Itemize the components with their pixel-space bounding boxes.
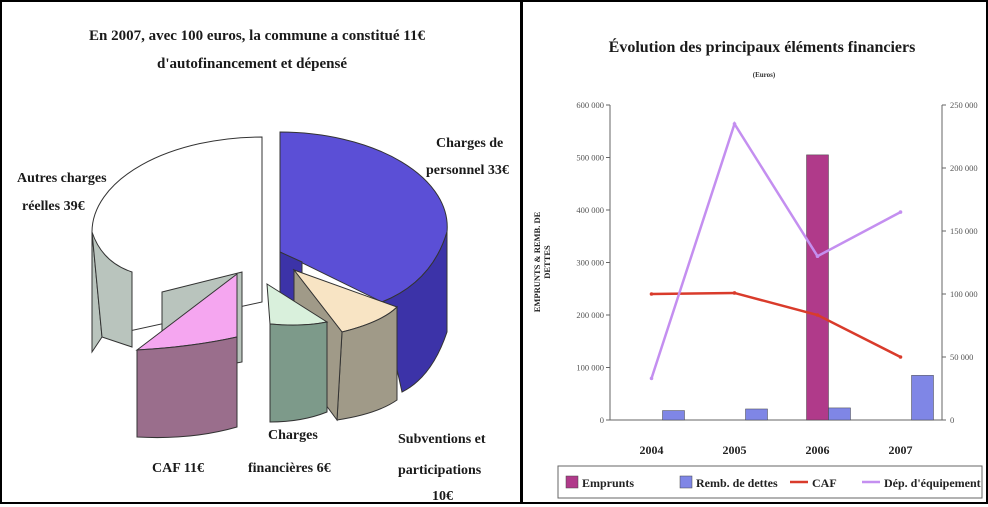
right-tick-label: 200 000: [950, 163, 978, 173]
point-caf-2007: [898, 355, 903, 359]
right-tick-label: 50 000: [950, 352, 973, 362]
point-caf-2005: [732, 291, 737, 295]
left-tick-label: 300 000: [576, 258, 604, 268]
line-d-p-d-quipement: [650, 120, 902, 379]
pie-label-personnel-2: personnel 33€: [426, 163, 509, 178]
point-caf-2004: [649, 292, 654, 296]
pie-slice-autres-side: [91, 231, 133, 348]
bar-line-chart: Évolution des principaux éléments financ…: [532, 37, 983, 499]
pie-slice-caf-side: [136, 336, 238, 439]
legend-label: Emprunts: [582, 476, 634, 490]
legend-label: Remb. de dettes: [696, 476, 778, 490]
pie-label-subventions-1: Subventions et: [398, 432, 486, 447]
x-tick-label: 2005: [723, 443, 747, 457]
plot-area: 0 100 000 200 000 300 000 400 000 500 000 600 …: [576, 100, 977, 457]
pie-title-line2: d'autofinancement et dépensé: [157, 56, 347, 72]
line-caf: [651, 291, 902, 359]
bar-line-chart-panel: Évolution des principaux éléments financ…: [520, 0, 988, 504]
pie-label-financieres-2: financières 6€: [248, 461, 331, 476]
legend: Emprunts Remb. de dettes CAF Dép. d'équipem…: [557, 465, 983, 499]
x-tick-label: 2006: [806, 443, 830, 457]
bar-chart-subtitle: (Euros): [753, 71, 776, 79]
left-tick-label: 400 000: [576, 205, 604, 215]
left-tick-label: 0: [600, 415, 604, 425]
pie-label-personnel-1: Charges de: [436, 136, 503, 151]
left-axis-title-line1: EMPRUNTS & REMB. DE: [532, 211, 542, 312]
bar-emprunts-2006: [806, 154, 829, 421]
right-tick-label: 150 000: [950, 226, 978, 236]
pie-slice-personnel-side: [381, 231, 448, 393]
pie-chart: En 2007, avec 100 euros, la commune a co…: [17, 28, 509, 504]
bar-chart-title: Évolution des principaux éléments financ…: [609, 37, 916, 56]
right-tick-label: 250 000: [950, 100, 978, 110]
legend-swatch: [679, 475, 693, 489]
legend-label: Dép. d'équipement: [884, 476, 981, 490]
pie-slice-subventions-side: [336, 305, 398, 421]
point-d-p-d-quipement-2006: [815, 254, 820, 258]
left-tick-label: 500 000: [576, 153, 604, 163]
pie-label-autres-1: Autres charges: [17, 171, 107, 186]
left-axis-title-line2: DETTES: [542, 245, 552, 279]
point-caf-2006: [815, 313, 820, 317]
pie-label-subventions-3: 10€: [432, 489, 453, 502]
bar-remb-de-dettes-2005: [745, 408, 768, 421]
left-tick-label: 200 000: [576, 310, 604, 320]
legend-box: [557, 465, 983, 499]
pie-chart-panel: En 2007, avec 100 euros, la commune a co…: [0, 0, 523, 504]
point-d-p-d-quipement-2004: [649, 376, 654, 381]
point-d-p-d-quipement-2005: [732, 122, 737, 126]
x-tick-label: 2004: [640, 443, 664, 457]
point-d-p-d-quipement-2007: [898, 210, 903, 214]
legend-label: CAF: [812, 476, 837, 490]
legend-swatch: [565, 475, 579, 489]
pie-label-subventions-2: participations: [398, 463, 482, 478]
bar-remb-de-dettes-2004: [662, 410, 685, 421]
pie-label-financieres-1: Charges: [268, 428, 318, 443]
left-tick-label: 100 000: [576, 363, 604, 373]
left-axis-title: EMPRUNTS & REMB. DE DETTES: [532, 211, 552, 312]
left-tick-label: 600 000: [576, 100, 604, 110]
right-tick-label: 100 000: [950, 289, 978, 299]
pie-label-caf: CAF 11€: [152, 461, 204, 476]
pie-label-autres-2: réelles 39€: [22, 199, 85, 214]
right-tick-label: 0: [950, 415, 954, 425]
pie-title-line1: En 2007, avec 100 euros, la commune a co…: [89, 28, 425, 44]
bar-remb-de-dettes-2006: [828, 407, 851, 421]
pie-slice-financieres-side: [269, 321, 328, 423]
x-tick-label: 2007: [889, 443, 913, 457]
bar-remb-de-dettes-2007: [911, 375, 934, 421]
